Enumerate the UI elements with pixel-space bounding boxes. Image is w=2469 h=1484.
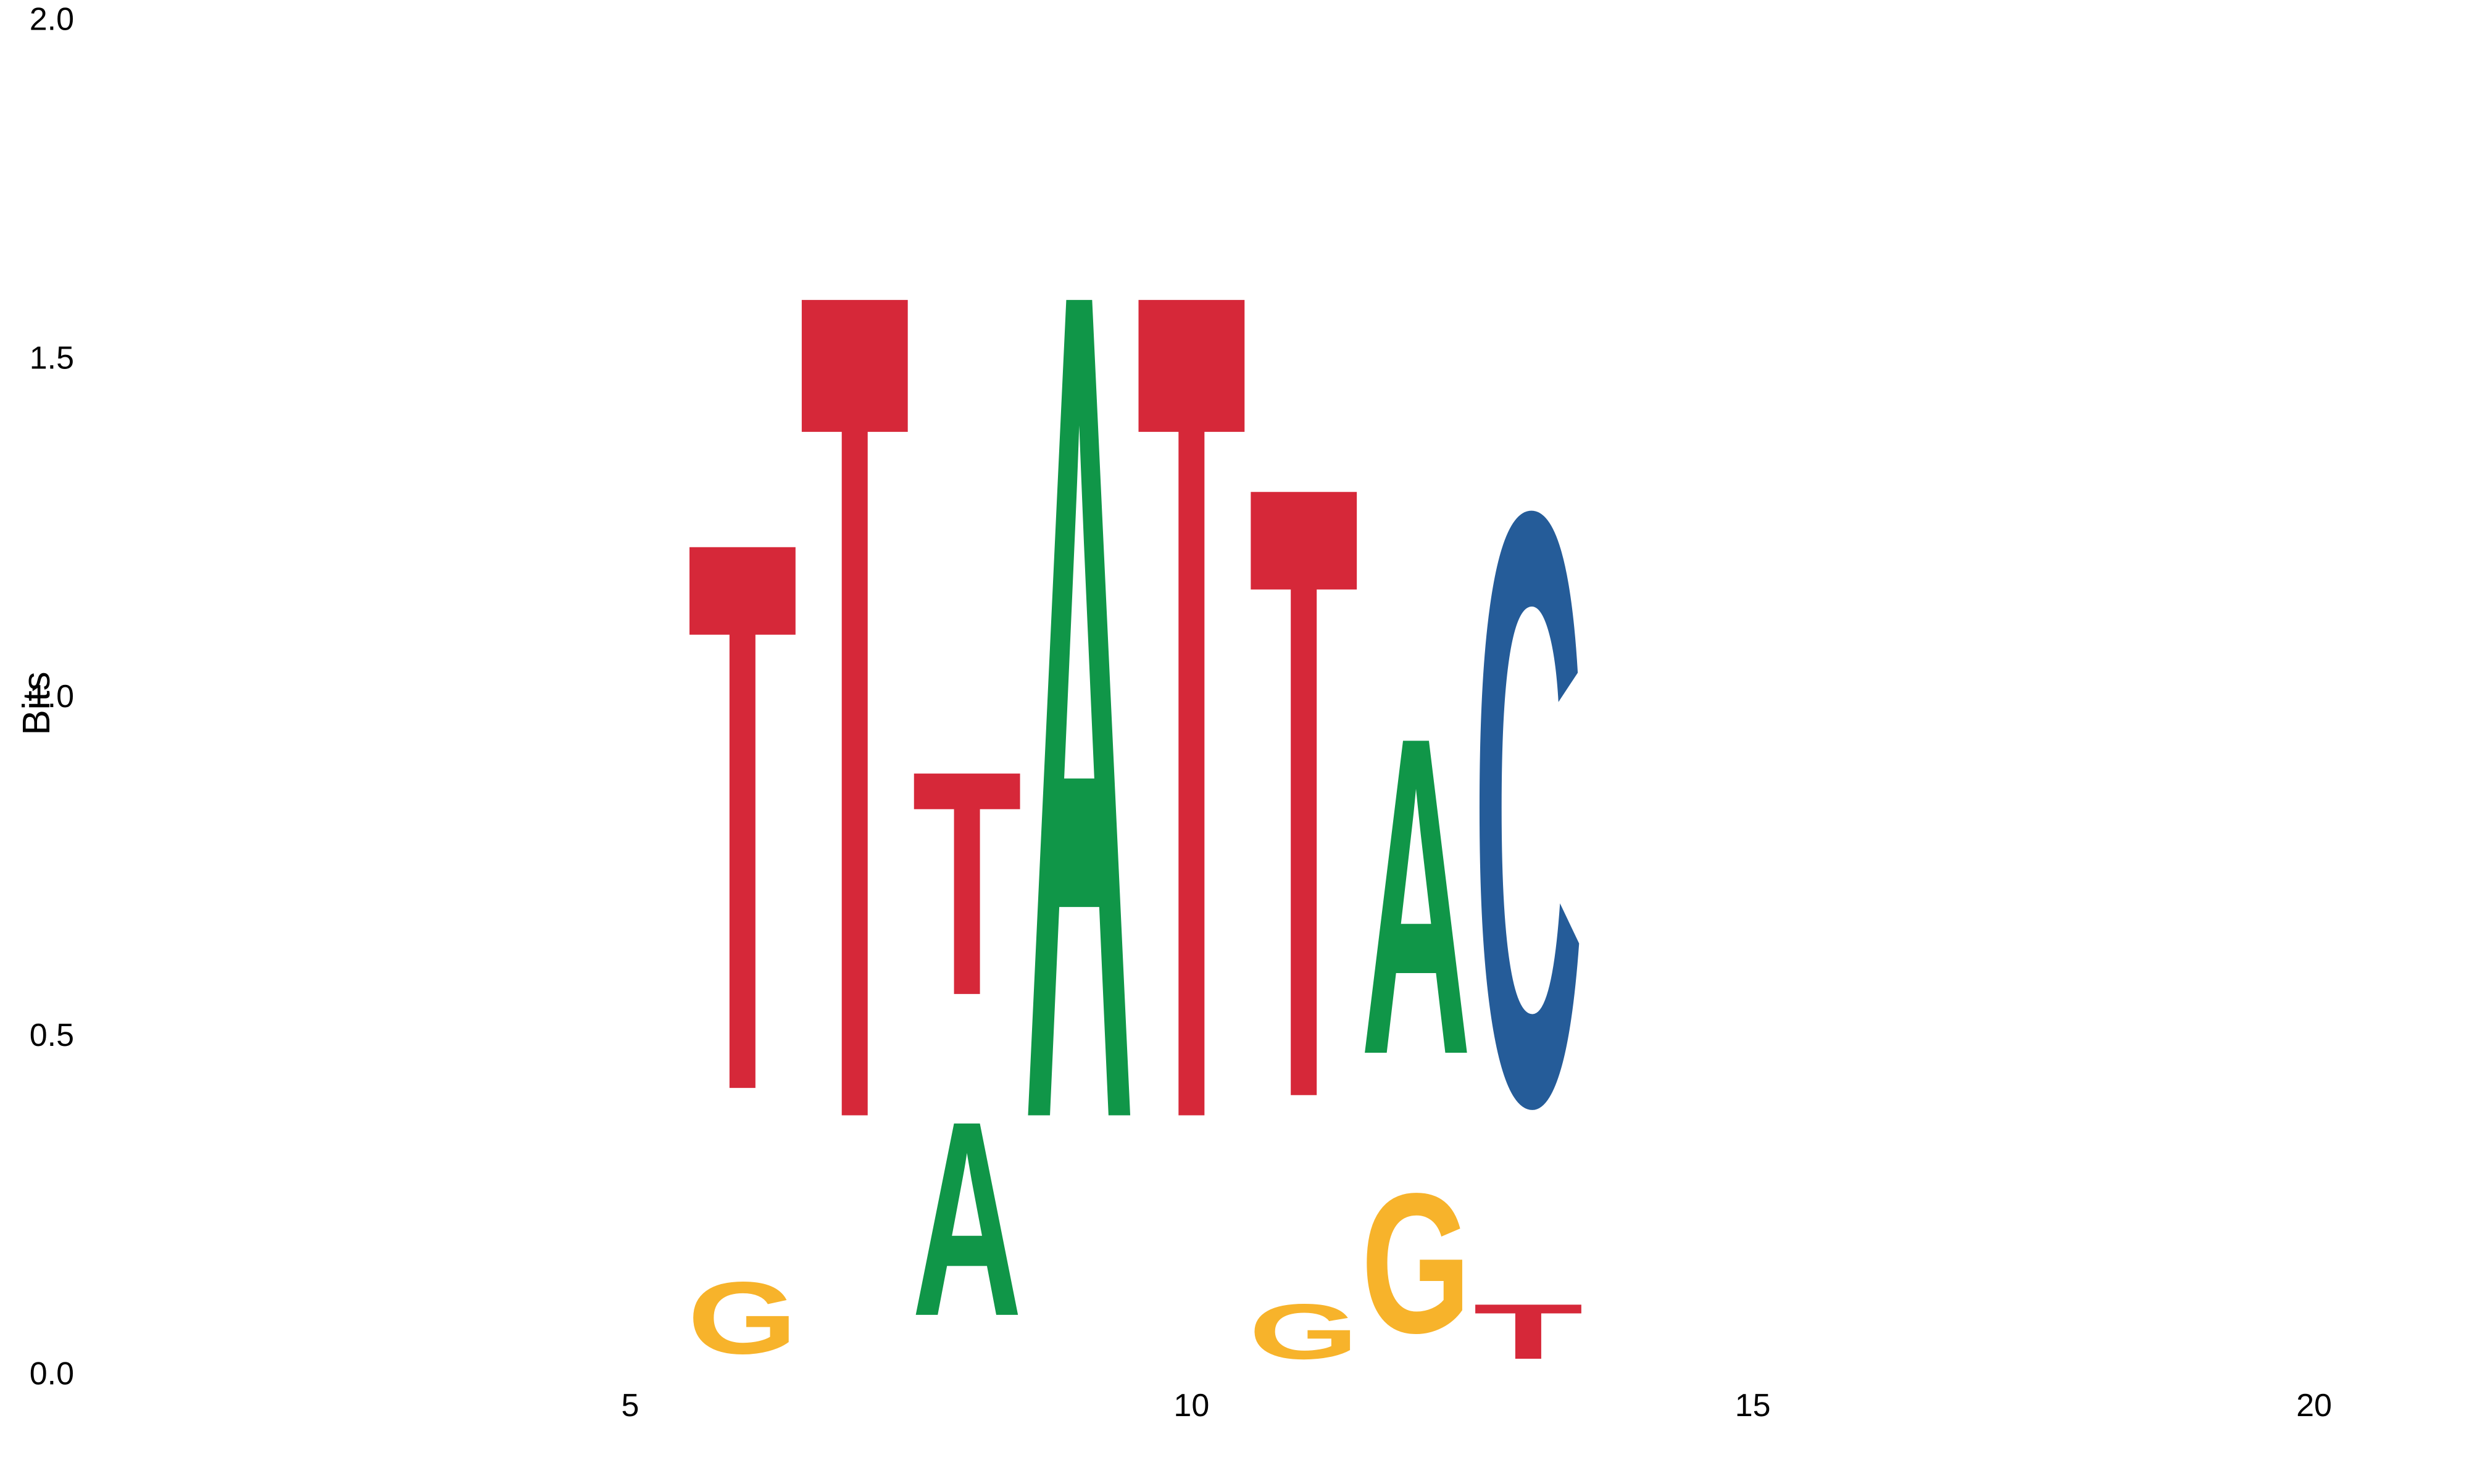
logo-letter-G: G — [688, 1261, 797, 1375]
logo-letter-T: T — [1473, 1288, 1583, 1376]
x-tick-label: 5 — [622, 1388, 639, 1424]
logo-letter-T: T — [912, 705, 1022, 1063]
logo-letter-T: T — [688, 376, 797, 1254]
y-tick-label: 1.5 — [30, 340, 74, 376]
y-tick-label: 0.0 — [30, 1356, 74, 1392]
logo-letter-A: A — [1024, 43, 1134, 1367]
logo-letter-A: A — [912, 1064, 1022, 1375]
x-axis-ticks: 5 10 15 20 — [622, 1388, 2332, 1424]
logo-letter-G: G — [1361, 1152, 1471, 1375]
y-tick-label: 0.5 — [30, 1018, 74, 1053]
x-tick-label: 20 — [2296, 1388, 2332, 1424]
logo-letter-T: T — [1136, 43, 1246, 1367]
y-axis-ticks: 0.0 0.5 1.0 1.5 2.0 — [30, 2, 74, 1392]
y-tick-label: 1.0 — [30, 679, 74, 715]
logo-letter-T: T — [800, 43, 910, 1367]
x-tick-label: 10 — [1173, 1388, 1209, 1424]
y-tick-label: 2.0 — [30, 2, 74, 38]
logo-letter-A: A — [1361, 644, 1471, 1150]
x-tick-label: 15 — [1735, 1388, 1771, 1424]
y-axis-label: Bits — [15, 671, 58, 735]
logo-letter-C: C — [1473, 336, 1583, 1281]
logo-letter-T: T — [1249, 302, 1359, 1282]
logo-letter-G: G — [1249, 1288, 1359, 1375]
